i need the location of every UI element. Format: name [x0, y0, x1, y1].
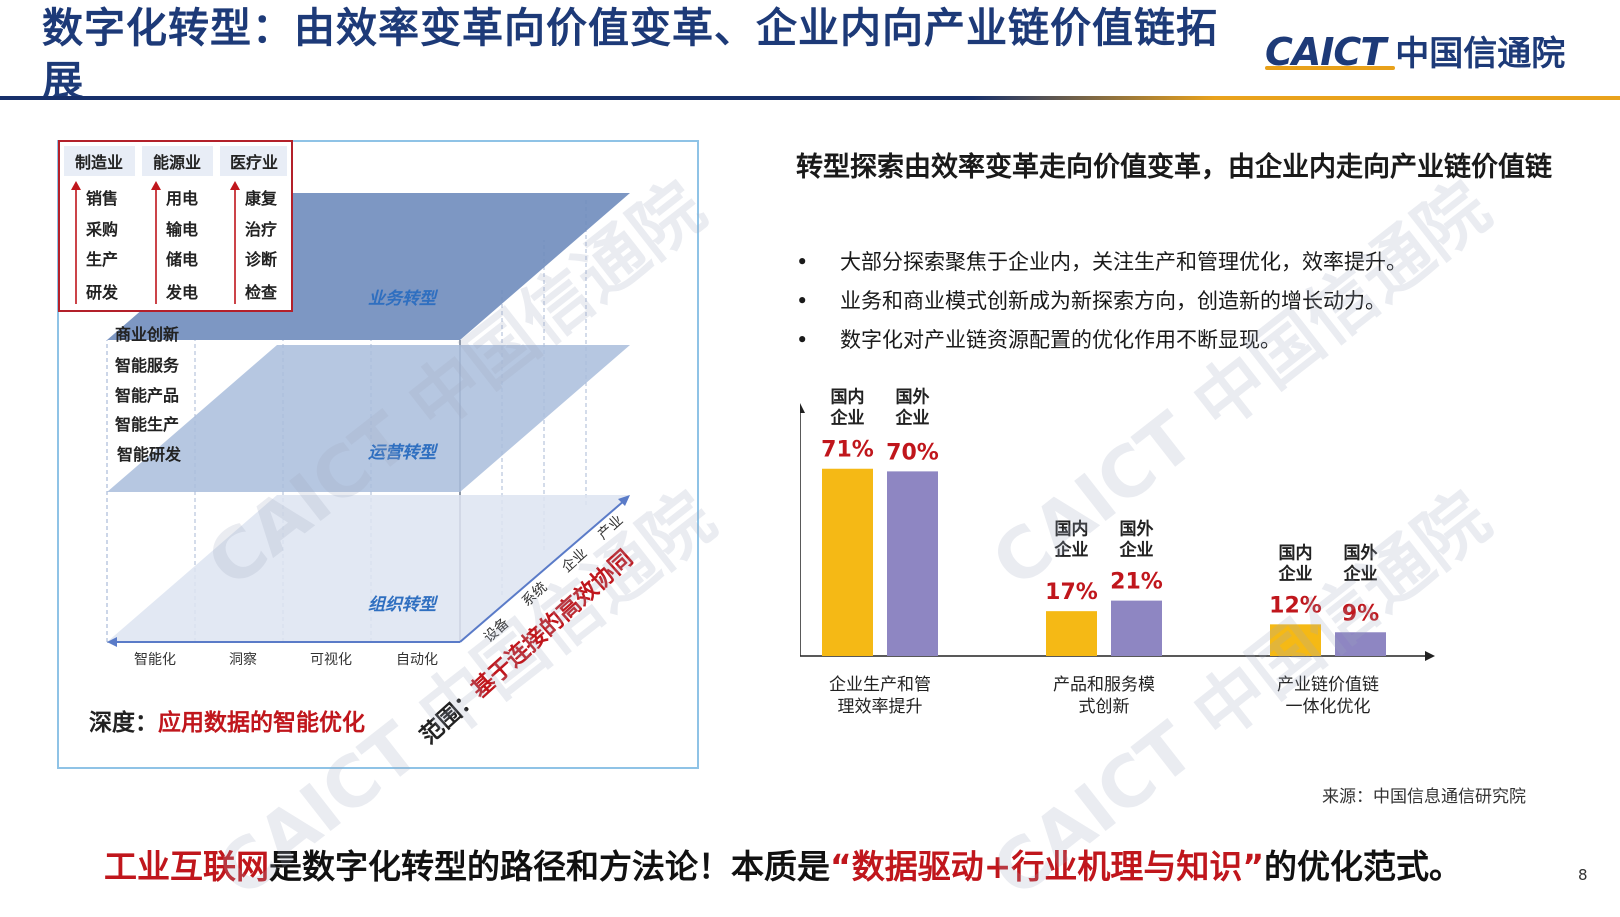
- bar: [1335, 632, 1386, 656]
- layer-label-ops: 运营转型: [368, 443, 439, 463]
- series-name: 国外: [1120, 519, 1154, 540]
- page-title: 数字化转型：由效率变革向价值变革、企业内向产业链价值链拓展: [42, 4, 1218, 105]
- industry-item: 采购: [85, 220, 118, 239]
- left-label: 智能生产: [115, 415, 179, 434]
- caict-logo: CAICT 中国信通院: [1265, 26, 1565, 75]
- series-name: 企业: [1054, 540, 1089, 561]
- logo-swoosh: [1265, 66, 1395, 70]
- footer-highlight-1: 工业互联网: [104, 847, 269, 886]
- bar: [1046, 611, 1097, 656]
- bullet-dot: •: [796, 250, 809, 274]
- innovation-labels: 商业创新 智能服务 智能产品 智能生产 智能研发: [115, 325, 182, 464]
- bullet-item: • 大部分探索聚焦于企业内，关注生产和管理优化，效率提升。: [796, 243, 1407, 282]
- bullet-text: 大部分探索聚焦于企业内，关注生产和管理优化，效率提升。: [840, 250, 1407, 274]
- data-label: 71%: [821, 438, 874, 463]
- series-name: 企业: [1278, 563, 1313, 584]
- bar: [1111, 600, 1162, 656]
- footer-statement: 工业互联网是数字化转型的路径和方法论！本质是“数据驱动+行业机理与知识”的优化范…: [104, 840, 1462, 888]
- category-label: 一体化优化: [1286, 697, 1371, 717]
- category-label: 产业链价值链: [1277, 675, 1379, 695]
- industry-item: 康复: [245, 189, 278, 208]
- axis-label: 自动化: [396, 652, 438, 668]
- page-number: 8: [1578, 866, 1588, 884]
- depth-caption: 深度：应用数据的智能优化: [89, 709, 365, 736]
- series-name: 企业: [1343, 563, 1378, 584]
- industry-item: 储电: [165, 250, 198, 269]
- industry-item: 生产: [86, 250, 118, 269]
- bar: [822, 468, 873, 656]
- category-label: 式创新: [1079, 697, 1130, 717]
- bar: [887, 471, 938, 656]
- layer-label-org: 组织转型: [368, 595, 439, 615]
- source-note: 来源：中国信息通信研究院: [1322, 787, 1526, 807]
- left-label: 智能产品: [115, 386, 179, 405]
- footer-text-1: 是数字化转型的路径和方法论！本质是: [269, 847, 830, 886]
- title-divider: [0, 96, 1620, 100]
- bullet-text: 数字化对产业链资源配置的优化作用不断显现。: [840, 328, 1281, 352]
- data-label: 9%: [1342, 601, 1379, 626]
- industry-item: 发电: [165, 283, 198, 302]
- series-name: 国外: [1344, 542, 1378, 563]
- axis-label: 洞察: [229, 651, 257, 668]
- data-label: 70%: [886, 440, 939, 465]
- axis-label: 智能化: [134, 652, 176, 668]
- industry-item: 输电: [166, 220, 198, 239]
- transformation-diagram: 业务转型 运营转型 组织转型 商业创新 智能服务 智能产品 智能生产 智能研发 …: [57, 140, 699, 769]
- depth-prefix: 深度：: [89, 709, 158, 736]
- x-axis-arrow: [1425, 651, 1435, 661]
- bullet-text: 业务和商业模式创新成为新探索方向，创造新的增长动力。: [840, 289, 1386, 313]
- footer-text-2: 的优化范式。: [1264, 847, 1463, 886]
- series-name: 国内: [1279, 542, 1313, 563]
- industry-items: 销售 采购 生产 研发 用电 输电 储电 发电 康复 治疗 诊断 检查: [85, 189, 278, 302]
- data-label: 17%: [1045, 580, 1098, 605]
- left-label: 商业创新: [115, 325, 179, 344]
- layer-label-biz: 业务转型: [368, 289, 439, 309]
- layer-org: [107, 495, 630, 642]
- section-heading: 转型探索由效率变革走向价值变革，由企业内走向产业链价值链: [796, 152, 1552, 183]
- bullet-item: • 数字化对产业链资源配置的优化作用不断显现。: [796, 321, 1407, 360]
- industry-item: 诊断: [245, 250, 277, 269]
- bullet-item: • 业务和商业模式创新成为新探索方向，创造新的增长动力。: [796, 282, 1407, 321]
- data-label: 21%: [1110, 570, 1163, 595]
- series-name: 国内: [831, 387, 865, 408]
- industry-item: 研发: [86, 283, 119, 302]
- left-label: 智能研发: [117, 445, 182, 464]
- y-axis-arrow: [800, 403, 805, 413]
- industry-item: 用电: [166, 189, 198, 208]
- series-name: 国外: [896, 387, 930, 408]
- series-name: 企业: [895, 408, 930, 429]
- bullet-dot: •: [796, 328, 809, 352]
- industry-name: 制造业: [75, 153, 123, 172]
- bullet-list: • 大部分探索聚焦于企业内，关注生产和管理优化，效率提升。 • 业务和商业模式创新成…: [796, 243, 1407, 360]
- series-name: 企业: [1119, 540, 1154, 561]
- category-label: 产品和服务模: [1053, 675, 1155, 695]
- industry-arrows: [75, 186, 236, 304]
- bottom-axis-labels: 智能化 洞察 可视化 自动化: [134, 651, 438, 668]
- bullet-dot: •: [796, 289, 809, 313]
- industry-item: 治疗: [245, 220, 277, 239]
- bar: [1270, 624, 1321, 656]
- logo-cn: 中国信通院: [1395, 34, 1566, 74]
- axis-label: 可视化: [310, 652, 352, 668]
- depth-text: 应用数据的智能优化: [158, 709, 365, 736]
- series-name: 国内: [1055, 519, 1089, 540]
- industry-name: 医疗业: [230, 153, 278, 172]
- left-label: 智能服务: [115, 356, 180, 375]
- industry-item: 销售: [86, 189, 118, 208]
- data-label: 12%: [1269, 593, 1322, 618]
- industry-item: 检查: [245, 283, 277, 302]
- category-label: 企业生产和管: [829, 675, 931, 695]
- category-label: 理效率提升: [838, 697, 923, 717]
- footer-highlight-2: “数据驱动+行业机理与知识”: [830, 847, 1265, 886]
- industry-name: 能源业: [153, 153, 201, 172]
- series-name: 企业: [830, 408, 865, 429]
- industry-header-bg: [64, 146, 135, 176]
- layer-ops: [107, 345, 630, 492]
- scope-arrow: [459, 499, 626, 643]
